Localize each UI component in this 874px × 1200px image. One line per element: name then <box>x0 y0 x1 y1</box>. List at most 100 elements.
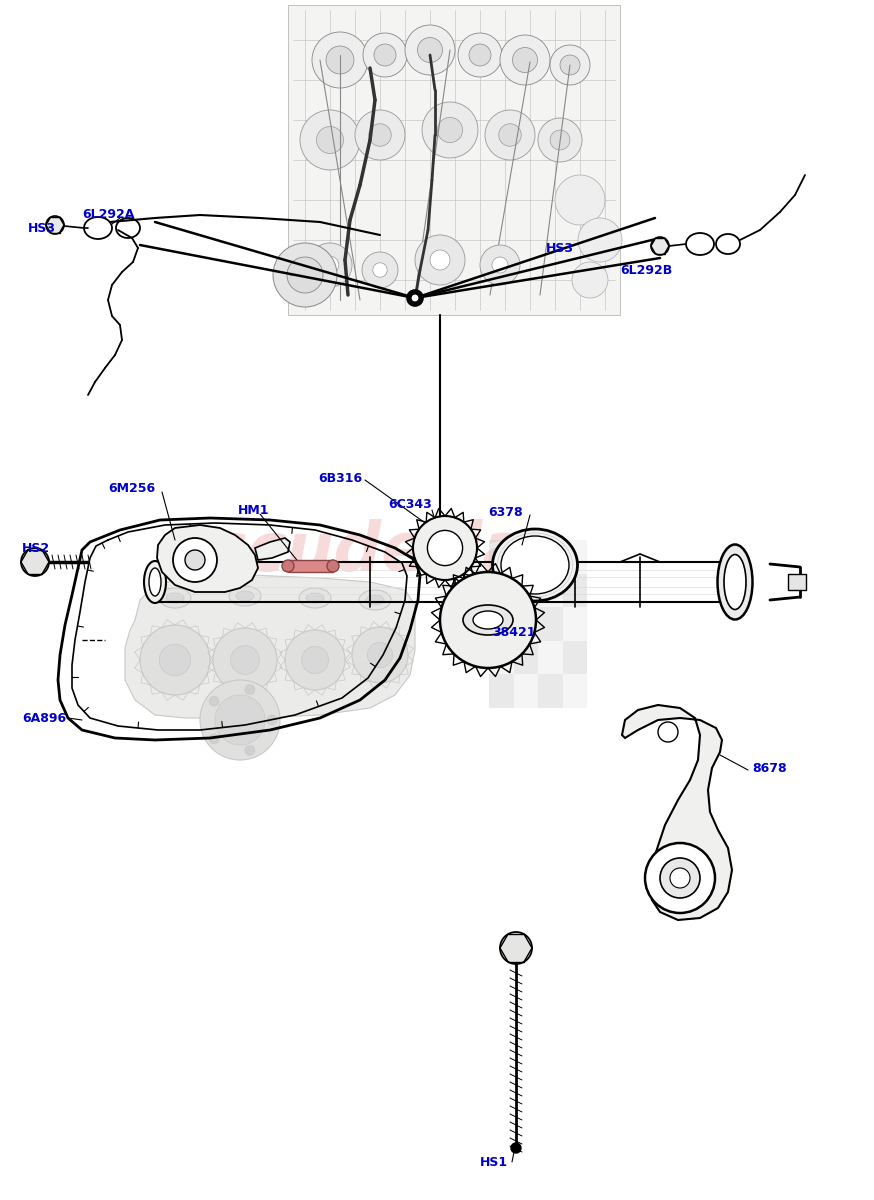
Circle shape <box>670 868 690 888</box>
Circle shape <box>245 745 255 756</box>
Bar <box>288 5 620 314</box>
Text: 6A896: 6A896 <box>22 712 66 725</box>
Ellipse shape <box>501 536 569 594</box>
Circle shape <box>308 242 352 287</box>
Ellipse shape <box>236 590 254 601</box>
Bar <box>788 574 806 590</box>
Bar <box>489 574 514 607</box>
Circle shape <box>422 102 478 158</box>
Ellipse shape <box>282 560 294 572</box>
Circle shape <box>427 530 462 565</box>
Circle shape <box>367 642 392 667</box>
Circle shape <box>511 1142 521 1153</box>
Circle shape <box>312 32 368 88</box>
Text: 6378: 6378 <box>488 505 523 518</box>
Text: 6L292A: 6L292A <box>82 209 135 222</box>
Bar <box>563 607 587 641</box>
Circle shape <box>316 126 343 154</box>
Circle shape <box>658 722 678 742</box>
Circle shape <box>407 290 423 306</box>
Circle shape <box>413 516 477 580</box>
Ellipse shape <box>306 593 324 602</box>
Circle shape <box>245 684 255 695</box>
Circle shape <box>209 734 219 744</box>
Ellipse shape <box>166 593 184 602</box>
Text: HS1: HS1 <box>480 1156 508 1169</box>
Text: 6C343: 6C343 <box>388 498 432 511</box>
Circle shape <box>326 46 354 74</box>
Circle shape <box>550 44 590 85</box>
Bar <box>489 607 514 641</box>
Circle shape <box>185 550 205 570</box>
Ellipse shape <box>299 588 331 608</box>
Text: 38421: 38421 <box>492 625 536 638</box>
Circle shape <box>499 124 521 146</box>
Bar <box>514 674 538 708</box>
Bar <box>538 674 563 708</box>
Ellipse shape <box>229 586 261 606</box>
Circle shape <box>500 35 550 85</box>
Circle shape <box>660 858 700 898</box>
Circle shape <box>374 44 396 66</box>
Ellipse shape <box>327 560 339 572</box>
Bar <box>288 560 333 572</box>
Circle shape <box>440 572 536 668</box>
Ellipse shape <box>159 588 191 608</box>
Circle shape <box>469 44 491 66</box>
Text: HM1: HM1 <box>238 504 269 516</box>
Circle shape <box>140 625 210 695</box>
Bar <box>489 641 514 674</box>
Circle shape <box>355 110 405 160</box>
Bar <box>514 607 538 641</box>
Circle shape <box>21 548 49 576</box>
Circle shape <box>550 130 570 150</box>
Ellipse shape <box>366 595 384 605</box>
Ellipse shape <box>473 611 503 629</box>
Circle shape <box>46 216 64 234</box>
Circle shape <box>362 252 398 288</box>
Circle shape <box>492 257 508 272</box>
Circle shape <box>322 257 339 274</box>
Text: 8678: 8678 <box>752 762 787 774</box>
Circle shape <box>200 680 280 760</box>
Bar <box>538 574 563 607</box>
Circle shape <box>405 25 455 74</box>
Circle shape <box>512 48 538 72</box>
Polygon shape <box>255 538 290 560</box>
Circle shape <box>555 175 605 226</box>
Circle shape <box>267 715 277 725</box>
Circle shape <box>480 245 520 284</box>
Circle shape <box>418 37 442 62</box>
Ellipse shape <box>359 590 391 610</box>
Circle shape <box>411 294 419 302</box>
Text: 6M256: 6M256 <box>108 481 155 494</box>
Text: HS3: HS3 <box>28 222 56 234</box>
Polygon shape <box>157 526 258 592</box>
Circle shape <box>215 695 265 745</box>
Circle shape <box>213 628 277 692</box>
Ellipse shape <box>144 560 166 602</box>
Circle shape <box>209 696 219 706</box>
Circle shape <box>302 647 329 673</box>
Bar <box>514 574 538 607</box>
Circle shape <box>300 110 360 170</box>
Bar <box>514 540 538 574</box>
Bar <box>563 540 587 574</box>
Circle shape <box>560 55 580 74</box>
Bar <box>563 574 587 607</box>
Circle shape <box>651 236 669 254</box>
Ellipse shape <box>718 545 753 619</box>
Circle shape <box>430 250 450 270</box>
Circle shape <box>287 257 323 293</box>
Text: 6L292B: 6L292B <box>620 264 672 276</box>
Circle shape <box>173 538 217 582</box>
Circle shape <box>578 218 622 262</box>
Circle shape <box>485 110 535 160</box>
Text: scuderia: scuderia <box>207 518 527 584</box>
Circle shape <box>273 242 337 307</box>
Bar <box>563 641 587 674</box>
Bar <box>489 674 514 708</box>
Circle shape <box>231 646 260 674</box>
Ellipse shape <box>493 529 578 601</box>
Bar <box>514 641 538 674</box>
